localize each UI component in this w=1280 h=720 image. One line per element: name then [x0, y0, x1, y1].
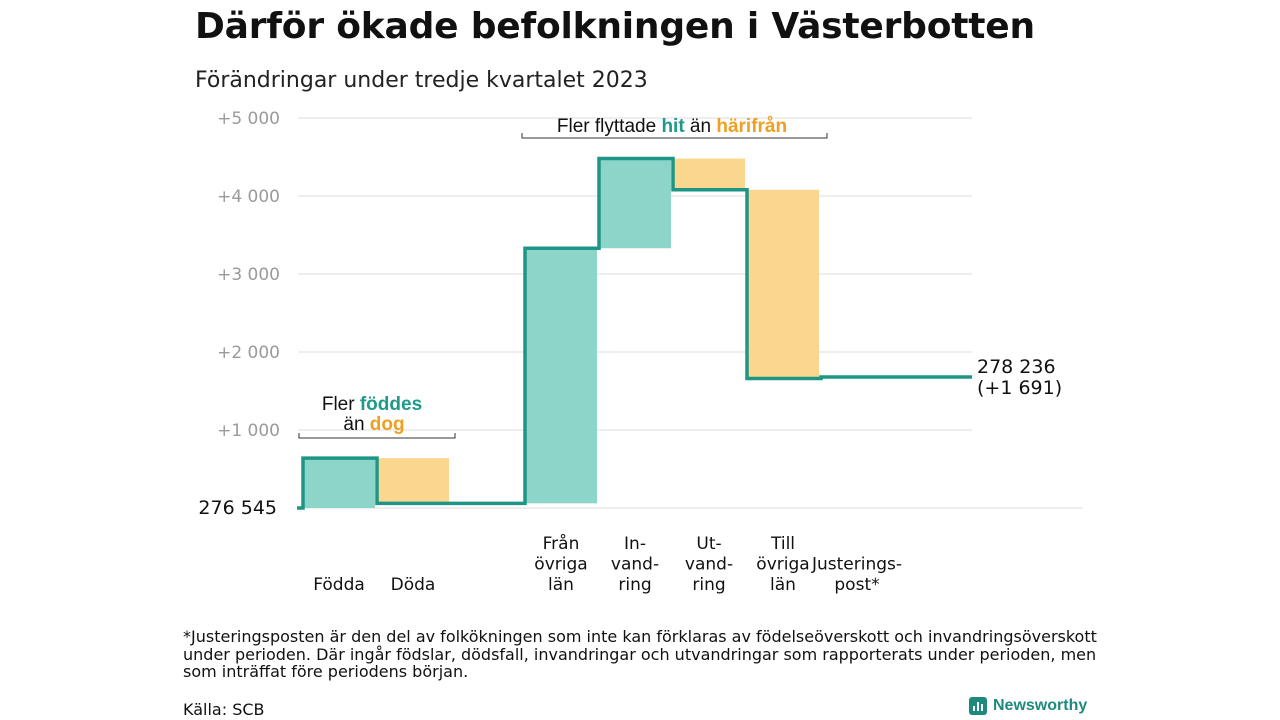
- end-value-label: 278 236: [977, 356, 1056, 378]
- footnote: *Justeringsposten är den del av folkökni…: [183, 627, 1097, 681]
- annotation-bracket: [521, 133, 828, 139]
- bar: [599, 158, 671, 249]
- bar: [747, 189, 819, 379]
- category-label: Födda: [313, 575, 365, 595]
- chart-title: Därför ökade befolkningen i Västerbotten: [195, 6, 1035, 47]
- bars: [303, 158, 819, 508]
- bar: [377, 458, 449, 504]
- category-label: Ut-vand-ring: [685, 534, 733, 595]
- category-label: Till övriga län: [756, 534, 809, 595]
- brand-name: Newsworthy: [993, 697, 1088, 714]
- waterfall-chart: +1 000 +2 000 +3 000 +4 000 +5 000 Födda Döda…: [198, 109, 1083, 595]
- bar: [303, 458, 375, 508]
- y-tick-label: +5 000: [217, 109, 280, 129]
- y-tick-label: +1 000: [217, 421, 280, 441]
- chart-subtitle: Förändringar under tredje kvartalet 2023: [195, 68, 648, 93]
- category-label: Från övriga län: [534, 533, 587, 595]
- bar: [525, 248, 597, 504]
- newsworthy-logo-icon: [969, 697, 987, 715]
- source-label: Källa: SCB: [183, 700, 265, 719]
- category-labels: Födda Döda Från övriga län In-vand-ring Ut-van…: [313, 533, 902, 595]
- annotation-births: Fler föddes: [322, 394, 422, 415]
- y-tick-label: +4 000: [217, 187, 280, 207]
- annotation-bracket: [298, 433, 456, 439]
- start-value-label: 276 545: [198, 497, 277, 519]
- brand: Newsworthy: [969, 697, 1087, 715]
- value-labels: 276 545 278 236(+1 691): [198, 356, 1062, 519]
- bar: [673, 158, 745, 190]
- annotation-migration: Fler flyttade hit än härifrån: [557, 116, 787, 137]
- y-tick-label: +3 000: [217, 265, 280, 285]
- annotation-deaths: än dog: [343, 414, 404, 435]
- end-change-label: (+1 691): [977, 377, 1062, 399]
- step-line-path: [297, 156, 972, 510]
- category-label: Döda: [391, 575, 436, 595]
- y-tick-labels: +1 000 +2 000 +3 000 +4 000 +5 000: [217, 109, 280, 441]
- category-label: Justerings-post*: [811, 555, 902, 596]
- grid-lines: [298, 117, 1083, 509]
- category-label: In-vand-ring: [611, 534, 659, 595]
- y-tick-label: +2 000: [217, 343, 280, 363]
- step-line: [297, 156, 972, 510]
